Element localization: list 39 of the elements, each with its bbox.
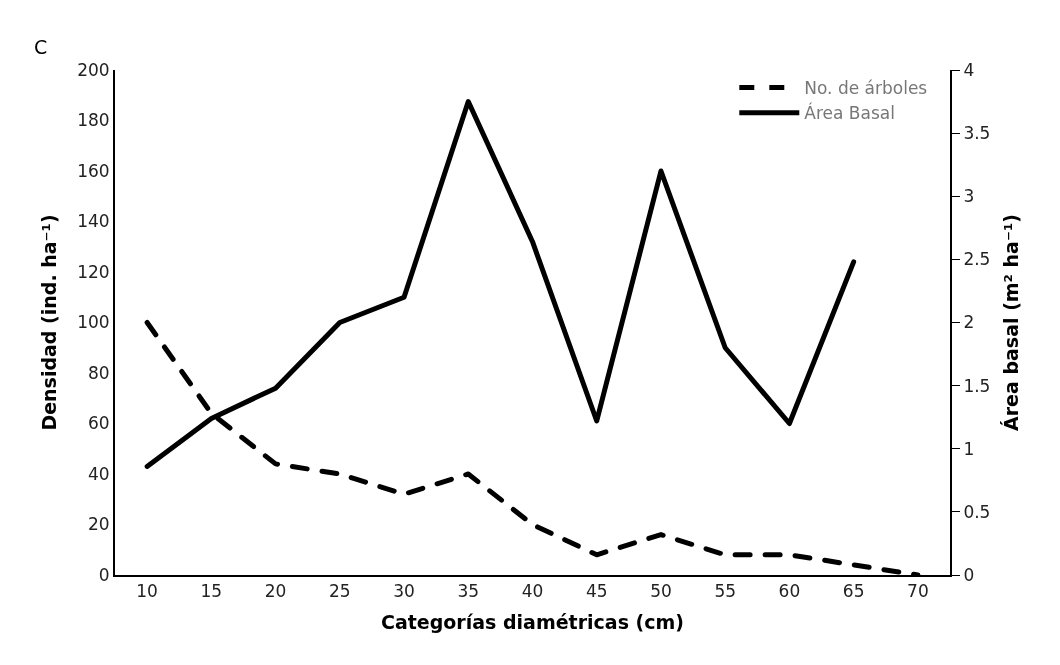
x-tick-label: 25 — [328, 581, 351, 602]
y-axis-title: Densidad (ind. ha⁻¹) — [38, 214, 61, 431]
x-tick-label: 55 — [714, 581, 737, 602]
y-tick-label: 60 — [87, 413, 110, 434]
y-tick-label: 160 — [77, 160, 110, 181]
y-tick-label: 0 — [98, 564, 110, 585]
x-tick-label: 70 — [907, 581, 929, 602]
y2-tick-label: 0 — [963, 564, 975, 585]
legend-label: Área Basal — [804, 102, 895, 124]
legend-label: No. de árboles — [804, 78, 928, 99]
x-tick-label: 40 — [521, 581, 544, 602]
x-tick-label: 10 — [136, 581, 158, 602]
y2-tick-label: 2.5 — [963, 249, 991, 270]
x-tick-label: 20 — [264, 581, 287, 602]
x-tick-label: 35 — [457, 581, 480, 602]
y-tick-label: 200 — [77, 59, 110, 80]
y2-tick-label: 3.5 — [963, 123, 991, 144]
x-tick-label: 15 — [200, 581, 223, 602]
y-tick-label: 100 — [77, 312, 110, 333]
y-tick-label: 180 — [77, 110, 110, 131]
y2-tick-label: 0.5 — [963, 501, 991, 522]
y-tick-label: 80 — [87, 362, 110, 383]
y-tick-label: 140 — [77, 211, 110, 232]
y2-tick-label: 1 — [963, 438, 975, 459]
text: C — [34, 36, 48, 58]
x-axis-title: Categorías diamétricas (cm) — [380, 610, 685, 633]
x-tick-label: 60 — [778, 581, 801, 602]
y2-tick-label: 2 — [963, 312, 975, 333]
y-tick-label: 40 — [87, 463, 110, 484]
x-tick-label: 65 — [842, 581, 865, 602]
x-tick-label: 30 — [393, 581, 415, 602]
y-tick-label: 20 — [87, 514, 110, 535]
y2-tick-label: 4 — [963, 59, 975, 80]
y2-tick-label: 1.5 — [963, 375, 991, 396]
y2-axis-title: Área basal (m² ha⁻¹) — [999, 214, 1022, 431]
x-tick-label: 45 — [585, 581, 608, 602]
y-tick-label: 120 — [77, 261, 110, 282]
x-tick-label: 50 — [650, 581, 672, 602]
y2-tick-label: 3 — [963, 186, 975, 207]
